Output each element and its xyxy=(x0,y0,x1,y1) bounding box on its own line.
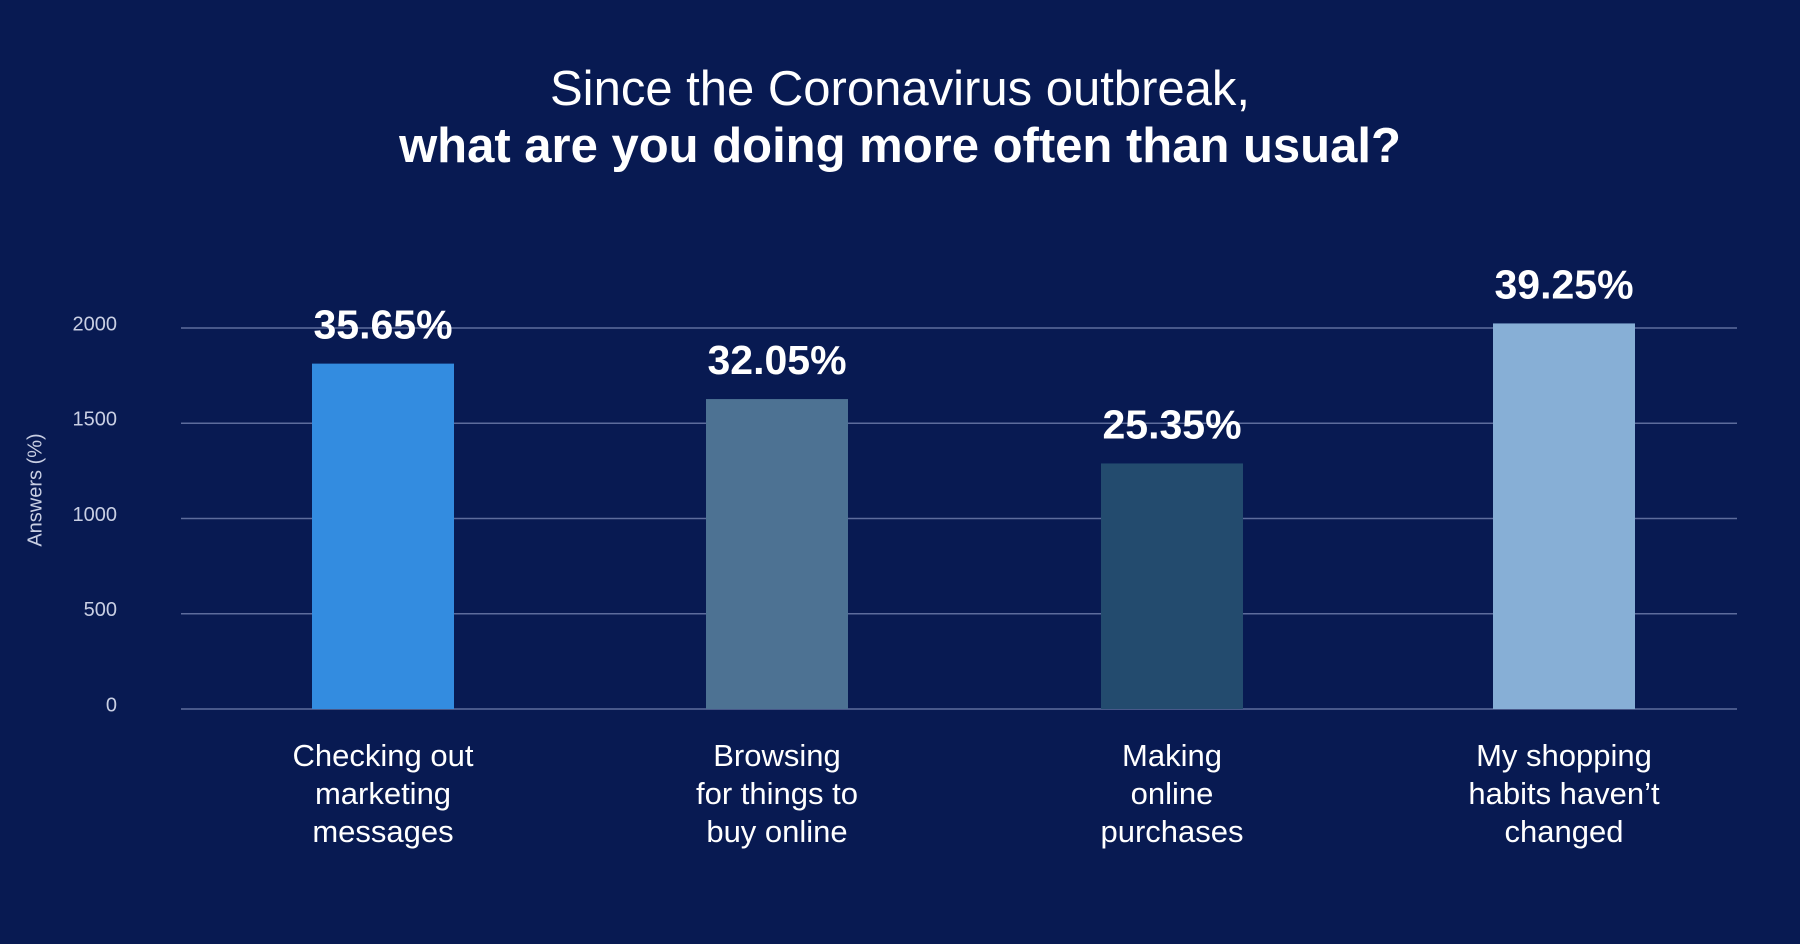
y-tick-label: 500 xyxy=(84,599,117,621)
x-tick-label: for things to xyxy=(696,776,858,811)
x-tick-label: messages xyxy=(312,814,453,849)
x-tick-label: changed xyxy=(1505,814,1624,849)
bar xyxy=(312,363,454,709)
bar xyxy=(1101,463,1243,709)
value-label: 32.05% xyxy=(707,337,846,383)
x-tick-label: habits haven’t xyxy=(1468,776,1660,811)
chart-title: what are you doing more often than usual… xyxy=(398,119,1401,173)
value-label: 35.65% xyxy=(313,301,452,347)
bar xyxy=(706,399,848,709)
x-tick-label: marketing xyxy=(315,776,451,811)
x-tick-label: Making xyxy=(1122,738,1222,773)
x-tick-label: buy online xyxy=(706,814,847,849)
value-label: 39.25% xyxy=(1494,261,1633,307)
y-tick-label: 2000 xyxy=(73,313,118,335)
x-tick-label: Checking out xyxy=(293,738,474,773)
bar xyxy=(1493,323,1635,709)
y-tick-label: 1500 xyxy=(73,409,118,431)
y-axis-label: Answers (%) xyxy=(24,433,46,546)
x-tick-label: My shopping xyxy=(1476,738,1652,773)
y-tick-label: 1000 xyxy=(73,504,118,526)
x-tick-label: online xyxy=(1131,776,1214,811)
chart-title: Since the Coronavirus outbreak, xyxy=(550,62,1250,116)
y-tick-label: 0 xyxy=(106,694,117,716)
x-tick-label: purchases xyxy=(1100,814,1243,849)
value-label: 25.35% xyxy=(1102,401,1241,447)
x-tick-label: Browsing xyxy=(713,738,841,773)
